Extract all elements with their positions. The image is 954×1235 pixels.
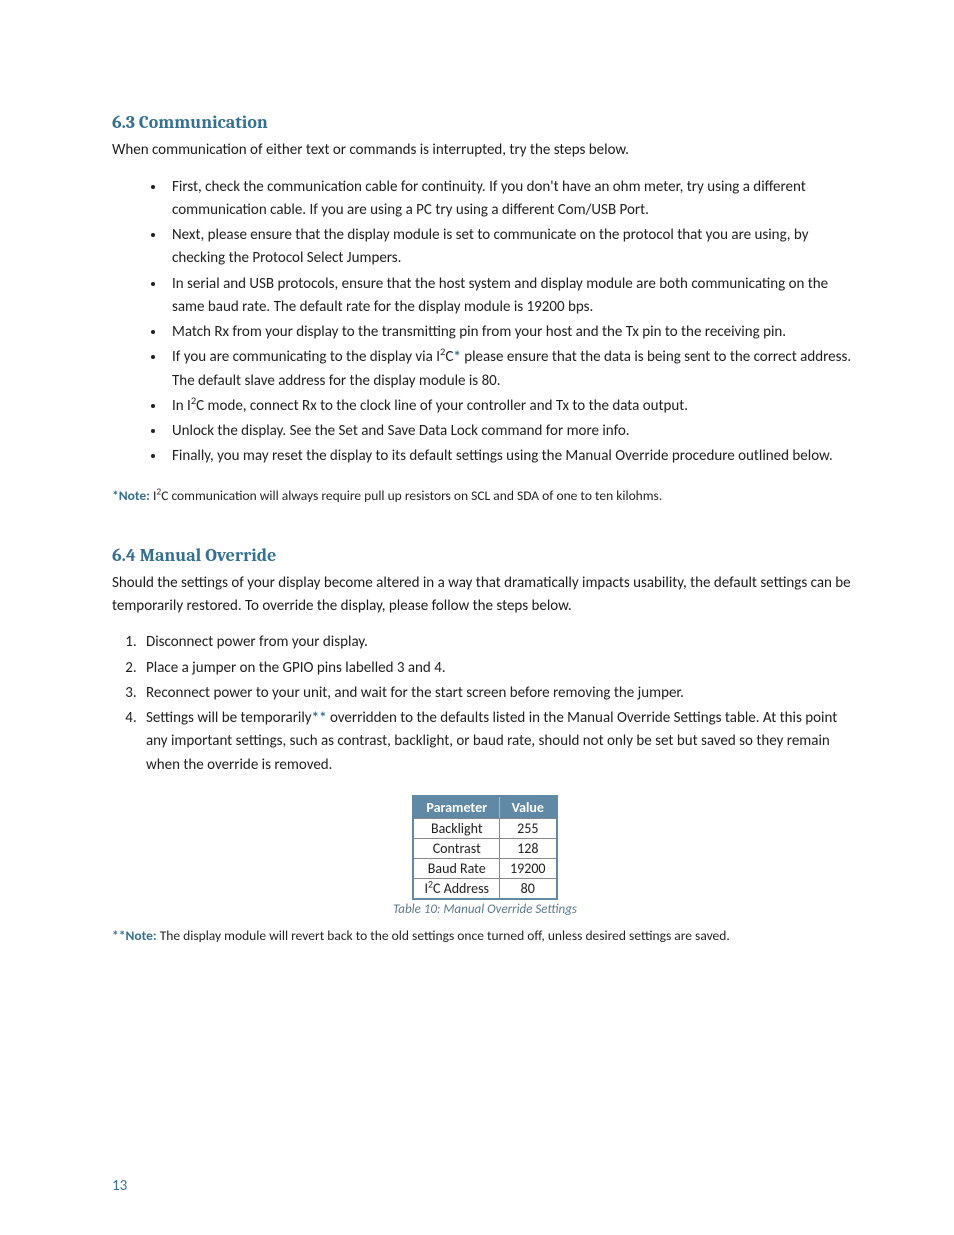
table-header-row: Parameter Value — [413, 796, 556, 819]
text-run: C Address — [433, 880, 489, 897]
table-cell: 255 — [500, 818, 557, 838]
text-run: If you are communicating to the display … — [172, 348, 440, 366]
document-page: 6.3 Communication When communication of … — [0, 0, 954, 1235]
text-run: The display module will revert back to t… — [157, 927, 730, 944]
intro-6-4: Should the settings of your display beco… — [112, 572, 858, 617]
list-item: Unlock the display. See the Set and Save… — [166, 420, 858, 443]
column-header: Value — [500, 796, 557, 819]
ordered-list-6-4: Disconnect power from your display. Plac… — [112, 631, 858, 777]
list-item: Next, please ensure that the display mod… — [166, 224, 858, 271]
column-header: Parameter — [413, 796, 499, 819]
table-cell: Backlight — [413, 818, 499, 838]
table-caption: Table 10: Manual Override Settings — [112, 902, 858, 917]
table-row: Backlight 255 — [413, 818, 556, 838]
table-container: Parameter Value Backlight 255 Contrast 1… — [112, 795, 858, 917]
text-run: C communication will always require pull… — [161, 487, 662, 504]
asterisk-marker: ** — [312, 709, 327, 727]
table-row: Baud Rate 19200 — [413, 858, 556, 878]
heading-6-3: 6.3 Communication — [112, 112, 858, 133]
table-cell: I2C Address — [413, 878, 499, 899]
manual-override-table: Parameter Value Backlight 255 Contrast 1… — [412, 795, 557, 900]
note-6-3: *Note: I2C communication will always req… — [112, 487, 858, 506]
table-row: Contrast 128 — [413, 838, 556, 858]
table-row: I2C Address 80 — [413, 878, 556, 899]
list-item: Match Rx from your display to the transm… — [166, 321, 858, 344]
table-cell: 128 — [500, 838, 557, 858]
asterisk-marker: * — [453, 348, 460, 366]
note-label: *Note: — [112, 487, 150, 504]
note-label: **Note: — [112, 927, 157, 944]
list-item: Finally, you may reset the display to it… — [166, 445, 858, 468]
page-number: 13 — [112, 1177, 127, 1195]
text-run: In I — [172, 397, 191, 415]
list-item: First, check the communication cable for… — [166, 176, 858, 223]
list-item: In I2C mode, connect Rx to the clock lin… — [166, 395, 858, 418]
list-item: If you are communicating to the display … — [166, 346, 858, 393]
text-run: Settings will be temporarily — [146, 709, 312, 727]
bullet-list-6-3: First, check the communication cable for… — [112, 176, 858, 469]
note-6-4: **Note: The display module will revert b… — [112, 927, 858, 946]
list-item: Settings will be temporarily** overridde… — [140, 707, 858, 777]
list-item: Disconnect power from your display. — [140, 631, 858, 654]
list-item: In serial and USB protocols, ensure that… — [166, 273, 858, 320]
table-cell: 80 — [500, 878, 557, 899]
intro-6-3: When communication of either text or com… — [112, 139, 858, 162]
list-item: Reconnect power to your unit, and wait f… — [140, 682, 858, 705]
table-cell: Contrast — [413, 838, 499, 858]
heading-6-4: 6.4 Manual Override — [112, 545, 858, 566]
text-run: C mode, connect Rx to the clock line of … — [196, 397, 688, 415]
list-item: Place a jumper on the GPIO pins labelled… — [140, 657, 858, 680]
table-cell: Baud Rate — [413, 858, 499, 878]
table-cell: 19200 — [500, 858, 557, 878]
